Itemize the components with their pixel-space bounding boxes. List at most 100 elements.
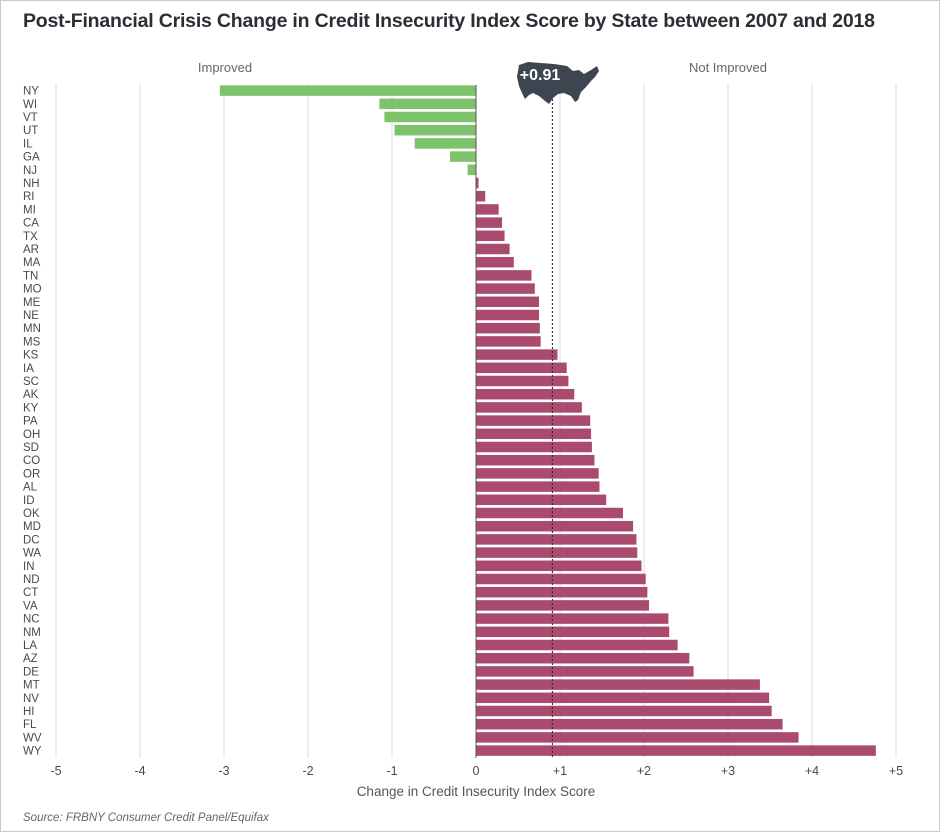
x-tick-label: -3	[218, 764, 229, 778]
bar-ar	[476, 243, 510, 255]
state-label: HI	[23, 706, 35, 718]
state-label: VA	[23, 600, 38, 612]
bar-wi	[379, 98, 476, 110]
state-label: TX	[23, 231, 38, 243]
state-label: OK	[23, 508, 40, 520]
state-label: AL	[23, 482, 38, 494]
x-tick-label: -5	[50, 764, 61, 778]
bar-nd	[476, 573, 646, 585]
state-label: SD	[23, 442, 39, 454]
bar-id	[476, 494, 607, 506]
bar-nj	[467, 164, 476, 176]
bar-wv	[476, 732, 799, 743]
bar-hi	[476, 705, 772, 717]
bar-nv	[476, 692, 770, 704]
bar-de	[476, 666, 694, 677]
x-axis-title: Change in Credit Insecurity Index Score	[357, 784, 596, 799]
chart-title: Post-Financial Crisis Change in Credit I…	[23, 10, 875, 32]
bar-oh	[476, 428, 592, 440]
state-label: DE	[23, 666, 39, 678]
x-tick-label: -1	[386, 764, 397, 778]
x-axis-ticks: -5 -4 -3 -2 -1 0 +1 +2 +3 +4 +5	[50, 764, 903, 778]
bar-ri	[476, 190, 486, 202]
bar-fl	[476, 718, 783, 730]
state-label: WA	[23, 548, 41, 560]
state-label: WI	[23, 99, 37, 111]
average-badge: +0.91	[517, 62, 599, 104]
state-label: DC	[23, 534, 40, 546]
bar-ak	[476, 388, 575, 400]
bar-al	[476, 481, 600, 492]
state-label: IL	[23, 138, 33, 150]
x-tick-label: +4	[805, 764, 819, 778]
source-note: Source: FRBNY Consumer Credit Panel/Equi…	[23, 812, 269, 824]
bar-wy	[476, 745, 876, 756]
bar-ut	[394, 124, 476, 136]
state-label: ME	[23, 297, 41, 309]
state-label: NV	[23, 693, 39, 705]
bar-ky	[476, 402, 582, 413]
x-tick-label: -2	[302, 764, 313, 778]
state-label: VT	[23, 112, 38, 124]
not-improved-label: Not Improved	[689, 60, 767, 75]
state-label: KS	[23, 350, 39, 362]
bar-co	[476, 454, 595, 466]
bar-wa	[476, 547, 638, 558]
state-label: OR	[23, 468, 40, 480]
bar-ia	[476, 362, 567, 374]
state-label: AZ	[23, 653, 38, 665]
state-label: NY	[23, 86, 39, 98]
state-label: WV	[23, 732, 42, 744]
bar-dc	[476, 534, 637, 545]
bar-ct	[476, 586, 648, 598]
average-value-label: +0.91	[520, 67, 561, 84]
state-label: WY	[23, 746, 42, 758]
state-label: AK	[23, 389, 39, 401]
state-label: OH	[23, 429, 40, 441]
bar-ok	[476, 507, 623, 519]
state-label: TN	[23, 270, 38, 282]
bar-sc	[476, 375, 569, 387]
bar-me	[476, 296, 539, 308]
state-label: RI	[23, 191, 35, 203]
x-tick-label: 0	[473, 764, 480, 778]
bar-sd	[476, 441, 592, 453]
state-label: CT	[23, 587, 38, 599]
bar-nh	[476, 177, 479, 189]
state-label: UT	[23, 125, 38, 137]
state-label: MT	[23, 680, 40, 692]
bar-in	[476, 560, 642, 572]
state-label: FL	[23, 719, 37, 731]
state-label: KY	[23, 402, 39, 414]
x-tick-label: +5	[889, 764, 903, 778]
state-label: PA	[23, 416, 38, 428]
state-label: MN	[23, 323, 41, 335]
state-label: ID	[23, 495, 35, 507]
bar-la	[476, 639, 678, 651]
x-tick-label: +2	[637, 764, 651, 778]
state-label: GA	[23, 152, 40, 164]
bars	[219, 85, 876, 756]
state-label: AR	[23, 244, 39, 256]
bar-mn	[476, 322, 540, 334]
x-tick-label: +1	[553, 764, 567, 778]
bar-nc	[476, 613, 669, 624]
state-label: ND	[23, 574, 40, 586]
x-tick-label: -4	[134, 764, 145, 778]
bar-mo	[476, 283, 535, 294]
state-label: NE	[23, 310, 39, 322]
bar-or	[476, 468, 599, 479]
state-label: MD	[23, 521, 41, 533]
bar-pa	[476, 415, 591, 426]
us-map-icon	[517, 62, 599, 104]
bar-va	[476, 600, 650, 611]
state-label: LA	[23, 640, 37, 652]
bar-nm	[476, 626, 670, 638]
state-label: NM	[23, 627, 41, 639]
bar-ks	[476, 349, 558, 360]
bar-vt	[384, 111, 476, 123]
bar-az	[476, 652, 690, 664]
bar-mt	[476, 679, 760, 690]
